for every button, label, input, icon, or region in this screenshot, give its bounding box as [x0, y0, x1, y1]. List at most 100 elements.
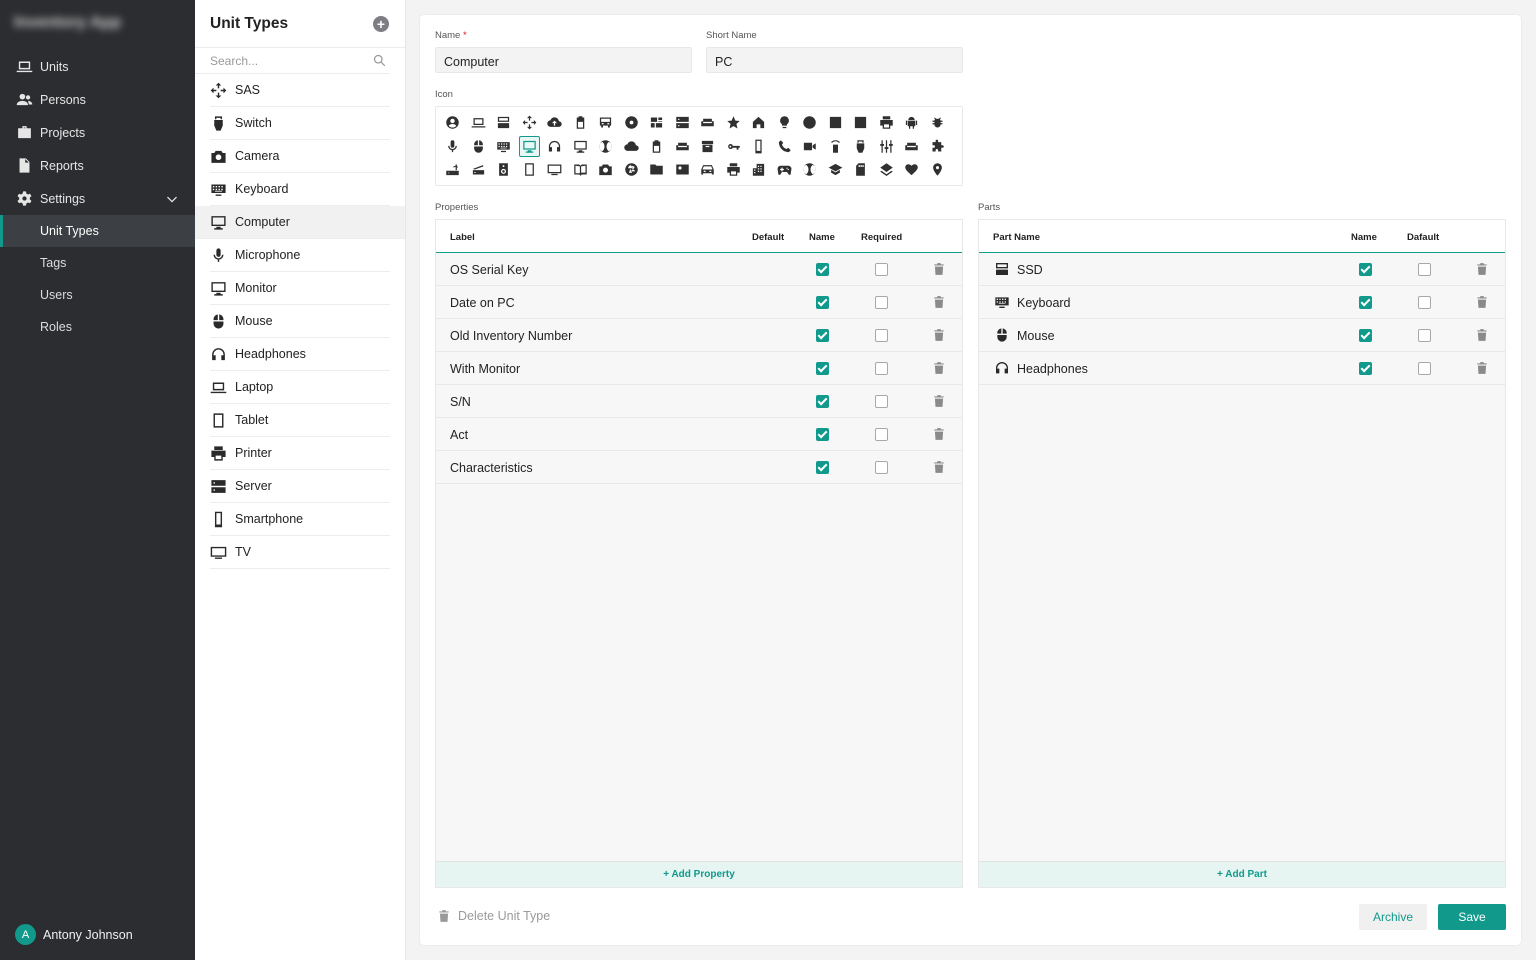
name-checkbox[interactable]: [1359, 296, 1372, 309]
nav-settings[interactable]: Settings: [0, 182, 195, 215]
required-checkbox[interactable]: [875, 296, 888, 309]
monitor-icon[interactable]: [518, 135, 540, 157]
required-checkbox[interactable]: [875, 263, 888, 276]
nav-persons[interactable]: Persons: [0, 83, 195, 116]
tune-icon[interactable]: [876, 136, 897, 157]
trash-icon[interactable]: [1475, 328, 1489, 342]
home-icon[interactable]: [748, 112, 769, 133]
default-checkbox[interactable]: [1418, 296, 1431, 309]
move-arrows-icon[interactable]: [519, 112, 540, 133]
puzzle-icon[interactable]: [927, 136, 948, 157]
gamepad-icon[interactable]: [774, 159, 795, 180]
bus-icon[interactable]: [595, 112, 616, 133]
chevron-down-icon[interactable]: [165, 192, 179, 206]
archive-button[interactable]: Archive: [1359, 904, 1427, 930]
print-icon[interactable]: [723, 159, 744, 180]
default-checkbox[interactable]: [1418, 362, 1431, 375]
remote-icon[interactable]: [825, 136, 846, 157]
scanner-icon[interactable]: [468, 159, 489, 180]
name-checkbox[interactable]: [816, 428, 829, 441]
name-checkbox[interactable]: [1359, 263, 1372, 276]
car-icon[interactable]: [697, 159, 718, 180]
headphones-icon[interactable]: [544, 136, 565, 157]
list-item-keyboard[interactable]: Keyboard: [210, 173, 390, 206]
name-checkbox[interactable]: [816, 263, 829, 276]
archive-icon[interactable]: [697, 136, 718, 157]
photo-icon[interactable]: [825, 112, 846, 133]
nav-sub-users[interactable]: Users: [40, 288, 73, 302]
book-icon[interactable]: [570, 159, 591, 180]
switch-icon[interactable]: [850, 136, 871, 157]
list-item-tablet[interactable]: Tablet: [210, 404, 390, 437]
default-checkbox[interactable]: [1418, 329, 1431, 342]
required-checkbox[interactable]: [875, 329, 888, 342]
contact-card-icon[interactable]: [672, 159, 693, 180]
photo-library-icon[interactable]: [850, 112, 871, 133]
speaker-icon[interactable]: [493, 159, 514, 180]
nav-sub-unit-types[interactable]: Unit Types: [0, 215, 195, 247]
school-icon[interactable]: [825, 159, 846, 180]
name-checkbox[interactable]: [816, 362, 829, 375]
search-icon[interactable]: [372, 53, 387, 68]
add-unit-type-button[interactable]: +: [373, 15, 389, 32]
battery-icon[interactable]: [570, 112, 591, 133]
name-checkbox[interactable]: [1359, 362, 1372, 375]
default-checkbox[interactable]: [1418, 263, 1431, 276]
delete-unit-type-button[interactable]: Delete Unit Type: [437, 909, 550, 923]
nav-projects[interactable]: Projects: [0, 116, 195, 149]
save-button[interactable]: Save: [1438, 904, 1506, 930]
android-icon[interactable]: [901, 112, 922, 133]
required-checkbox[interactable]: [875, 428, 888, 441]
cloud-icon[interactable]: [621, 136, 642, 157]
key-icon[interactable]: [723, 136, 744, 157]
tablet-icon[interactable]: [519, 159, 540, 180]
list-item-camera[interactable]: Camera: [210, 140, 390, 173]
laptop-icon[interactable]: [468, 112, 489, 133]
heart-icon[interactable]: [901, 159, 922, 180]
list-item-switch[interactable]: Switch: [210, 107, 390, 140]
list-item-laptop[interactable]: Laptop: [210, 371, 390, 404]
sd-card-icon[interactable]: [850, 159, 871, 180]
person-icon[interactable]: [442, 112, 463, 133]
name-field[interactable]: Computer: [435, 47, 692, 73]
call-icon[interactable]: [774, 136, 795, 157]
microphone-icon[interactable]: [442, 136, 463, 157]
nav-reports[interactable]: Reports: [0, 149, 195, 182]
trash-icon[interactable]: [932, 328, 946, 342]
list-item-mouse[interactable]: Mouse: [210, 305, 390, 338]
nav-units[interactable]: Units: [0, 50, 195, 83]
user-profile[interactable]: A Antony Johnson: [15, 924, 133, 945]
name-checkbox[interactable]: [816, 296, 829, 309]
short-name-field[interactable]: PC: [706, 47, 963, 73]
mouse-icon[interactable]: [468, 136, 489, 157]
bulb-icon[interactable]: [774, 112, 795, 133]
list-item-printer[interactable]: Printer: [210, 437, 390, 470]
battery-charging-icon[interactable]: [646, 136, 667, 157]
router-icon[interactable]: [442, 159, 463, 180]
tv-icon[interactable]: [544, 159, 565, 180]
smartphone-icon[interactable]: [748, 136, 769, 157]
camera-icon[interactable]: [595, 159, 616, 180]
location-pin-icon[interactable]: [927, 159, 948, 180]
nav-sub-roles[interactable]: Roles: [40, 320, 72, 334]
video-camera-icon[interactable]: [799, 136, 820, 157]
trash-icon[interactable]: [1475, 295, 1489, 309]
list-item-headphones[interactable]: Headphones: [210, 338, 390, 371]
required-checkbox[interactable]: [875, 461, 888, 474]
aperture-icon[interactable]: [621, 159, 642, 180]
required-checkbox[interactable]: [875, 395, 888, 408]
trash-icon[interactable]: [1475, 361, 1489, 375]
desktop-icon[interactable]: [570, 136, 591, 157]
search-input[interactable]: [210, 53, 372, 68]
sports-ball-icon[interactable]: [595, 136, 616, 157]
name-checkbox[interactable]: [816, 329, 829, 342]
trash-icon[interactable]: [932, 295, 946, 309]
trash-icon[interactable]: [932, 361, 946, 375]
list-item-monitor[interactable]: Monitor: [210, 272, 390, 305]
server-icon[interactable]: [672, 112, 693, 133]
name-checkbox[interactable]: [1359, 329, 1372, 342]
required-checkbox[interactable]: [875, 362, 888, 375]
dashboard-icon[interactable]: [646, 112, 667, 133]
list-item-computer[interactable]: Computer: [195, 206, 405, 239]
bolt-icon[interactable]: [799, 112, 820, 133]
